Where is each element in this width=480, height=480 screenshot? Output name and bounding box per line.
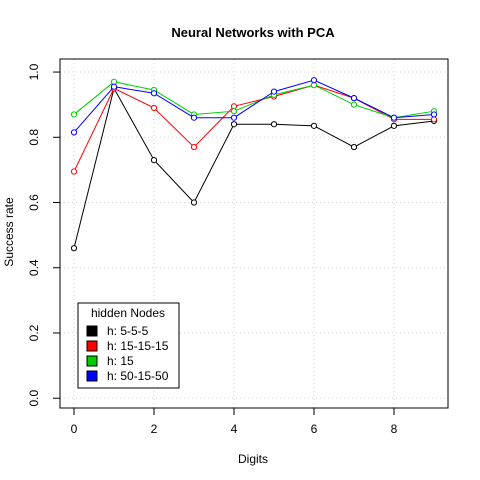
series-2: [70, 78, 438, 121]
y-tick-label-0: 0.0: [27, 390, 41, 407]
y-tick-label-3: 0.6: [27, 194, 41, 211]
y-tick-label-1: 0.2: [27, 324, 41, 341]
data-point-2-7: [350, 101, 358, 108]
x-tick-label-3: 6: [311, 422, 318, 436]
data-point-0-8: [390, 122, 398, 129]
series-line-2: [73, 81, 435, 119]
x-axis-label: Digits: [238, 452, 268, 466]
data-point-0-2: [150, 157, 158, 164]
data-point-3-5: [270, 88, 278, 95]
x-tick-label-2: 4: [231, 422, 238, 436]
data-point-1-2: [150, 104, 158, 112]
legend-swatch-2: [86, 355, 98, 367]
data-point-0-5: [270, 121, 278, 128]
legend-label-3: h: 50-15-50: [107, 369, 169, 383]
data-point-3-7: [350, 95, 358, 102]
legend-swatch-1: [86, 340, 98, 352]
legend-swatch-0: [86, 325, 98, 337]
legend-label-1: h: 15-15-15: [107, 339, 169, 353]
x-tick-label-0: 0: [71, 422, 78, 436]
y-tick-label-5: 1.0: [27, 63, 41, 80]
y-tick-label-2: 0.4: [27, 259, 41, 276]
data-point-1-3: [190, 143, 198, 151]
data-point-2-0: [70, 111, 78, 118]
legend-swatch-3: [86, 370, 98, 382]
x-tick-label-4: 8: [391, 422, 398, 436]
data-point-3-4: [230, 114, 238, 121]
series-line-1: [73, 84, 434, 172]
data-point-0-0: [70, 245, 78, 252]
y-axis: 0.0 0.2 0.4 0.6 0.8 1.0: [27, 63, 61, 407]
legend-label-0: h: 5-5-5: [107, 324, 149, 338]
data-point-3-6: [310, 77, 318, 84]
data-point-0-3: [190, 199, 198, 206]
legend-label-2: h: 15: [107, 354, 134, 368]
legend: hidden Nodes h: 5-5-5h: 15-15-15h: 15h: …: [77, 302, 180, 389]
y-axis-label: Success rate: [2, 197, 16, 267]
data-point-3-2: [150, 90, 158, 97]
data-point-3-8: [390, 114, 398, 121]
x-tick-label-1: 2: [151, 422, 158, 436]
data-point-0-4: [230, 121, 238, 128]
data-point-3-9: [430, 111, 438, 118]
data-point-3-0: [70, 129, 78, 136]
data-point-3-3: [190, 114, 198, 121]
y-tick-label-4: 0.8: [27, 129, 41, 146]
x-axis: 0 2 4 6 8: [71, 407, 398, 436]
series-0: [70, 85, 438, 252]
legend-title: hidden Nodes: [91, 306, 165, 320]
data-point-2-4: [230, 108, 238, 115]
series-line-0: [73, 87, 435, 249]
series-lines: [70, 77, 438, 252]
data-point-3-1: [110, 83, 118, 90]
data-point-0-7: [350, 143, 358, 151]
legend-items: h: 5-5-5h: 15-15-15h: 15h: 50-15-50: [86, 324, 169, 383]
series-line-3: [73, 79, 435, 133]
data-point-1-0: [70, 168, 78, 175]
series-3: [70, 77, 438, 136]
series-1: [70, 81, 438, 175]
chart-title: Neural Networks with PCA: [171, 25, 335, 40]
data-point-0-6: [310, 122, 318, 129]
